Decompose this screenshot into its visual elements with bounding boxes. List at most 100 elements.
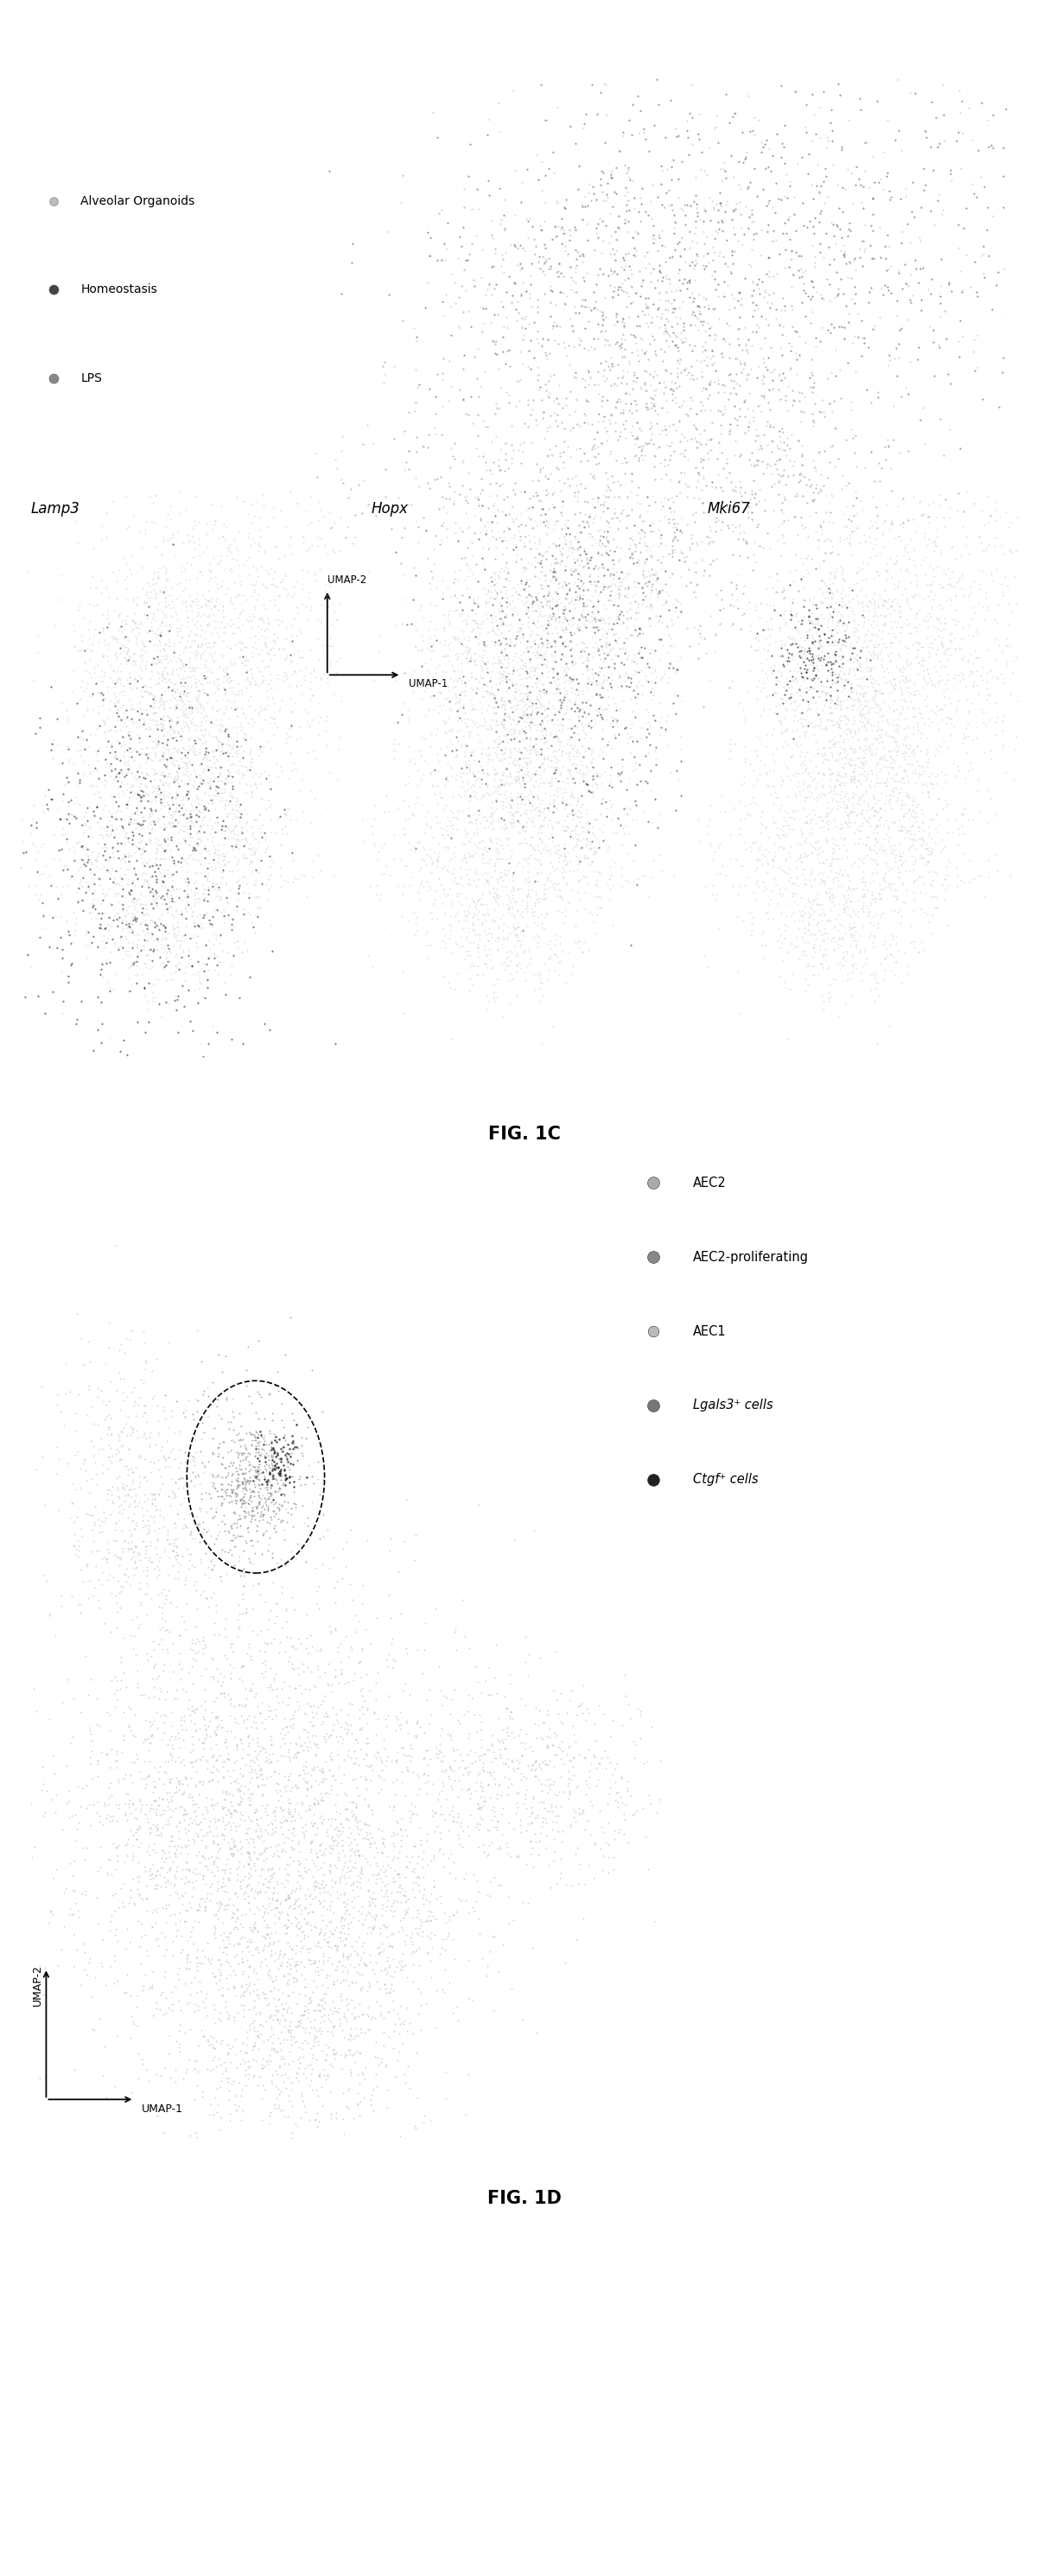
- Point: [651, 273, 668, 314]
- Point: [621, 245, 638, 286]
- Point: [392, 1986, 409, 2027]
- Point: [144, 855, 160, 896]
- Point: [725, 639, 742, 680]
- Point: [877, 927, 894, 969]
- Point: [644, 502, 661, 544]
- Point: [703, 680, 720, 721]
- Point: [472, 636, 489, 677]
- Point: [887, 940, 904, 981]
- Point: [715, 371, 732, 412]
- Point: [101, 1301, 117, 1342]
- Point: [806, 402, 822, 443]
- Point: [257, 587, 274, 629]
- Point: [397, 2063, 413, 2105]
- Point: [173, 1875, 190, 1917]
- Point: [187, 724, 204, 765]
- Point: [109, 907, 126, 948]
- Point: [577, 1862, 594, 1904]
- Point: [756, 270, 773, 312]
- Point: [264, 1814, 281, 1855]
- Point: [240, 827, 257, 868]
- Point: [241, 1448, 258, 1489]
- Point: [149, 773, 166, 814]
- Point: [386, 837, 403, 878]
- Point: [832, 572, 849, 613]
- Point: [608, 701, 625, 742]
- Point: [94, 659, 111, 701]
- Point: [113, 876, 130, 917]
- Point: [117, 894, 134, 935]
- Point: [521, 647, 538, 688]
- Point: [568, 466, 584, 507]
- Point: [933, 603, 949, 644]
- Point: [621, 716, 638, 757]
- Point: [807, 721, 823, 762]
- Point: [172, 1543, 189, 1584]
- Point: [676, 611, 692, 652]
- Point: [321, 1716, 338, 1757]
- Point: [543, 845, 560, 886]
- Point: [871, 685, 887, 726]
- Point: [705, 240, 722, 281]
- Point: [568, 659, 584, 701]
- Point: [611, 572, 627, 613]
- Point: [524, 894, 541, 935]
- Point: [501, 698, 518, 739]
- Point: [405, 307, 422, 348]
- Point: [524, 598, 541, 639]
- Point: [223, 1018, 240, 1059]
- Point: [561, 719, 578, 760]
- Point: [441, 1896, 457, 1937]
- Point: [818, 739, 835, 781]
- Point: [453, 884, 470, 925]
- Point: [590, 216, 606, 258]
- Point: [218, 1932, 235, 1973]
- Point: [130, 680, 147, 721]
- Point: [172, 783, 189, 824]
- Point: [149, 930, 166, 971]
- Point: [662, 353, 679, 394]
- Point: [113, 1437, 130, 1479]
- Point: [805, 603, 821, 644]
- Point: [156, 1935, 173, 1976]
- Point: [689, 701, 706, 742]
- Point: [502, 1692, 519, 1734]
- Point: [358, 1734, 374, 1775]
- Point: [609, 1783, 626, 1824]
- Point: [870, 376, 886, 417]
- Point: [780, 848, 797, 889]
- Point: [839, 343, 856, 384]
- Point: [303, 1705, 320, 1747]
- Point: [244, 698, 261, 739]
- Point: [869, 605, 885, 647]
- Point: [153, 1597, 170, 1638]
- Point: [576, 835, 593, 876]
- Point: [211, 1888, 228, 1929]
- Point: [829, 788, 845, 829]
- Point: [107, 1656, 124, 1698]
- Point: [509, 945, 526, 987]
- Point: [668, 510, 685, 551]
- Point: [909, 688, 926, 729]
- Point: [834, 644, 851, 685]
- Point: [815, 572, 832, 613]
- Point: [909, 621, 926, 662]
- Point: [220, 1917, 237, 1958]
- Point: [565, 392, 582, 433]
- Point: [453, 623, 470, 665]
- Point: [205, 1463, 221, 1504]
- Point: [491, 515, 508, 556]
- Point: [10, 1445, 27, 1486]
- Point: [480, 909, 497, 951]
- Point: [536, 1788, 553, 1829]
- Point: [514, 719, 531, 760]
- Point: [327, 652, 344, 693]
- Point: [219, 2032, 236, 2074]
- Point: [470, 1826, 487, 1868]
- Point: [245, 1494, 262, 1535]
- Point: [566, 726, 583, 768]
- Point: [235, 1873, 252, 1914]
- Point: [508, 533, 524, 574]
- Point: [840, 701, 857, 742]
- Point: [307, 1950, 324, 1991]
